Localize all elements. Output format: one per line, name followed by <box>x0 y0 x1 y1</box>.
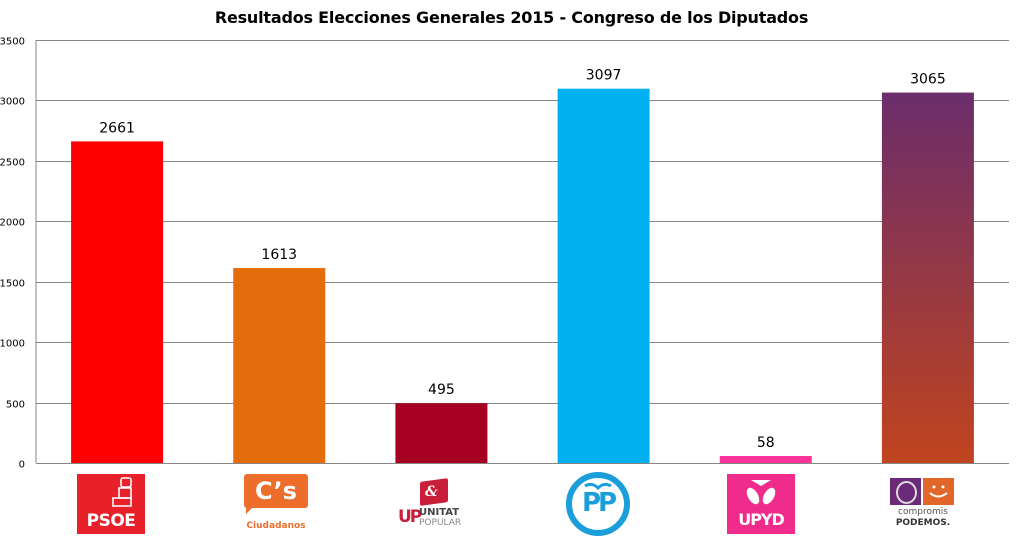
y-tick-label: 0 <box>19 460 25 471</box>
ciudadanos-logo-text: C’s <box>255 477 297 505</box>
podemos-logo-line1: compromis <box>898 507 948 517</box>
data-label: 3065 <box>910 72 946 88</box>
bar-pp <box>557 88 650 463</box>
up-logo-line1: UNITAT <box>419 507 460 518</box>
compromis-podemos-logo: compromis PODEMOS. <box>889 477 959 533</box>
pp-logo: PP <box>563 472 633 536</box>
y-tick-label: 1000 <box>0 339 25 350</box>
y-tick-label: 1500 <box>0 279 25 290</box>
bar-ciudadanos <box>233 268 326 463</box>
ciudadanos-logo: C’s Ciudadanos <box>240 473 312 535</box>
upyd-logo: UPYD <box>727 474 795 534</box>
ciudadanos-logo-subtext: Ciudadanos <box>246 521 306 531</box>
podemos-logo-line2: PODEMOS. <box>895 518 951 528</box>
y-axis-ticks: 0 500 1000 1500 2000 2500 3000 3500 <box>0 37 25 471</box>
gridlines <box>36 40 1009 464</box>
data-label: 1613 <box>261 247 297 263</box>
bar-psoe <box>71 141 164 463</box>
data-label: 58 <box>757 435 775 451</box>
bar-upyd <box>719 455 812 463</box>
bar-unitat-popular <box>395 403 488 463</box>
psoe-logo-text: PSOE <box>86 511 136 531</box>
data-label: 3097 <box>586 68 622 84</box>
up-logo-line2: POPULAR <box>419 518 462 528</box>
up-logo-mark: UP <box>398 507 422 527</box>
data-label: 2661 <box>99 120 135 136</box>
y-tick-label: 2500 <box>0 158 25 169</box>
unitat-popular-logo: & UP UNITAT POPULAR <box>398 476 488 534</box>
data-labels: 2661 1613 495 3097 58 3065 <box>99 68 945 451</box>
pp-logo-text: PP <box>581 488 617 518</box>
y-tick-label: 3000 <box>0 97 25 108</box>
data-label: 495 <box>428 382 455 398</box>
bar-comprom-s-podemos <box>881 92 974 463</box>
chart-title: Resultados Elecciones Generales 2015 - C… <box>214 8 809 27</box>
y-tick-label: 2000 <box>0 218 25 229</box>
psoe-logo: PSOE <box>77 474 145 534</box>
y-tick-label: 500 <box>6 400 25 411</box>
y-tick-label: 3500 <box>0 37 25 48</box>
upyd-logo-text: UPYD <box>738 510 785 529</box>
bars <box>71 88 974 463</box>
